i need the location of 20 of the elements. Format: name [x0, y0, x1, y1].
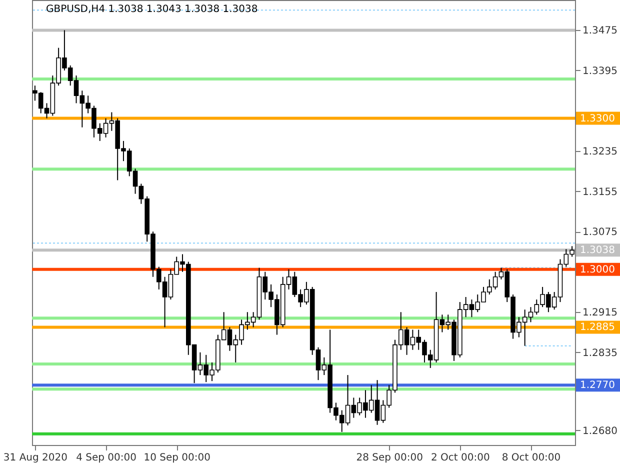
- x-tick-label: 8 Oct 00:00: [502, 452, 561, 464]
- y-tick-label: 1.3395: [582, 66, 618, 77]
- y-tick-label: 1.2680: [582, 426, 618, 437]
- y-tick-label: 1.3155: [582, 186, 618, 198]
- y-tick-label: 1.2835: [582, 348, 618, 359]
- ref-line-label: 1.3038: [580, 245, 615, 256]
- ref-line-label: 1.2885: [580, 322, 615, 334]
- ref-line-label: 1.3000: [580, 264, 615, 276]
- y-tick-label: 1.3075: [582, 227, 618, 238]
- x-tick-label: 10 Sep 00:00: [144, 452, 210, 464]
- ref-line-label: 1.3300: [580, 113, 615, 124]
- x-tick-label: 31 Aug 2020: [3, 452, 68, 464]
- x-tick-label: 28 Sep 00:00: [356, 452, 423, 464]
- ref-line-label: 1.2770: [580, 380, 615, 392]
- y-tick-label: 1.3235: [582, 146, 618, 158]
- x-tick-label: 4 Sep 00:00: [76, 452, 136, 464]
- x-tick-label: 2 Oct 00:00: [430, 452, 490, 464]
- y-tick-label: 1.2915: [582, 308, 618, 319]
- chart-title: GBPUSD,H4 1.3038 1.3043 1.3038 1.3038: [46, 4, 258, 15]
- y-tick-label: 1.3475: [582, 26, 618, 37]
